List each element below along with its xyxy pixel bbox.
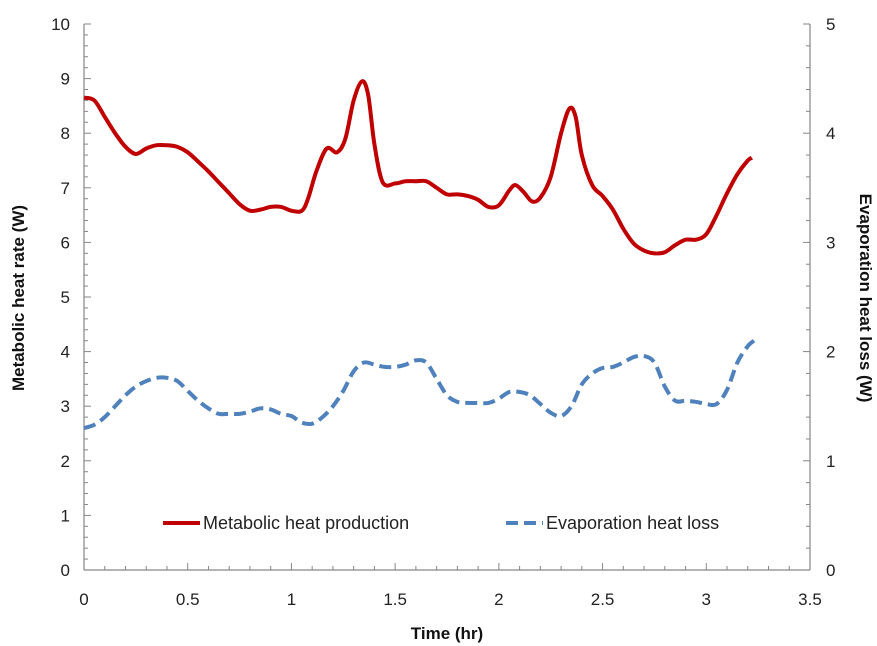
y-tick-label: 6 xyxy=(61,233,70,252)
x-axis-title: Time (hr) xyxy=(411,624,483,643)
y-tick-label: 3 xyxy=(61,397,70,416)
x-tick-label: 0 xyxy=(79,590,88,609)
left-axis-ticks: 0 1 2 3 4 5 6 7 8 9 10 xyxy=(51,15,91,580)
y-tick-label: 8 xyxy=(61,124,70,143)
x-tick-label: 3 xyxy=(702,590,711,609)
y2-tick-label: 1 xyxy=(826,452,835,471)
legend: Metabolic heat production Evaporation he… xyxy=(163,513,719,533)
series-layer xyxy=(83,79,756,430)
legend-label-metabolic: Metabolic heat production xyxy=(203,513,409,533)
x-tick-label: 1.5 xyxy=(383,590,407,609)
right-axis-ticks: 0 1 2 3 4 5 xyxy=(803,15,835,580)
y-tick-label: 1 xyxy=(61,506,70,525)
y2-axis-title: Evaporation heat loss (W) xyxy=(856,194,875,403)
x-axis-ticks: 0 0.5 1 1.5 2 2.5 3 3.5 xyxy=(79,563,822,609)
y-tick-label: 2 xyxy=(61,452,70,471)
legend-label-evaporation: Evaporation heat loss xyxy=(546,513,719,533)
y-tick-label: 7 xyxy=(61,179,70,198)
y-tick-label: 5 xyxy=(61,288,70,307)
y2-tick-label: 2 xyxy=(826,343,835,362)
x-tick-label: 0.5 xyxy=(176,590,200,609)
y-tick-label: 4 xyxy=(61,343,70,362)
series-line-evaporation-heat-loss xyxy=(83,339,756,430)
x-tick-label: 2.5 xyxy=(591,590,615,609)
x-tick-label: 1 xyxy=(287,590,296,609)
y-axis-title: Metabolic heat rate (W) xyxy=(9,205,28,391)
y2-tick-label: 3 xyxy=(826,233,835,252)
y-tick-label: 10 xyxy=(51,15,70,34)
x-tick-label: 3.5 xyxy=(798,590,822,609)
series-line-metabolic-heat-production xyxy=(83,79,754,256)
y2-tick-label: 4 xyxy=(826,124,835,143)
y-tick-label: 0 xyxy=(61,561,70,580)
y-tick-label: 9 xyxy=(61,70,70,89)
y2-tick-label: 5 xyxy=(826,15,835,34)
axes xyxy=(83,24,811,571)
x-tick-label: 2 xyxy=(494,590,503,609)
y2-tick-label: 0 xyxy=(826,561,835,580)
